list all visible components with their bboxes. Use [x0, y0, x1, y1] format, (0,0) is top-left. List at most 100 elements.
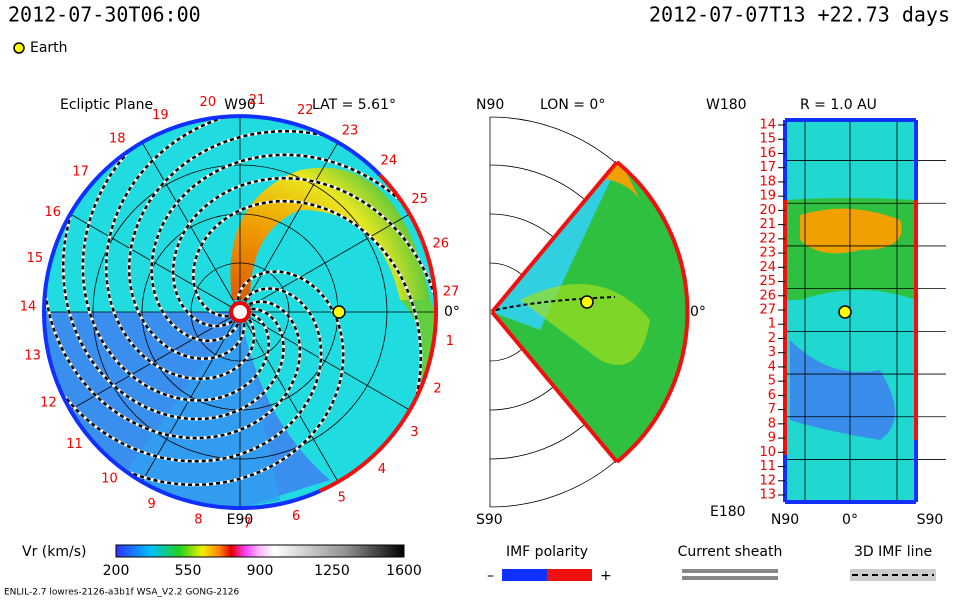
colorbar-tick: 900: [247, 563, 274, 579]
imf-line: [52, 287, 323, 463]
row-label: 22: [759, 231, 776, 246]
axis-label: S90: [476, 512, 503, 528]
sector-label: 16: [44, 205, 61, 220]
colorbar-ticks: 200 550 900 1250 1600: [103, 563, 422, 579]
row-label: 4: [768, 359, 776, 374]
axis-label: E180: [710, 504, 746, 520]
boundary-red: [319, 173, 438, 493]
row-label: 18: [759, 174, 776, 189]
sector-label: 17: [72, 165, 89, 180]
sector-label: 10: [101, 472, 118, 487]
sector-label: 23: [342, 123, 359, 138]
row-label: 1: [768, 317, 776, 332]
sheath-title: Current sheath: [678, 544, 783, 560]
imf-line: [113, 270, 345, 487]
axis-label: 0°: [444, 304, 460, 320]
imf-line: [495, 296, 616, 311]
imf-line: [171, 176, 436, 328]
row-label: 6: [768, 388, 776, 403]
boundary-red: [783, 200, 918, 455]
imf-line: [150, 153, 413, 342]
row-label: 16: [759, 146, 776, 161]
row-label: 25: [759, 274, 776, 289]
sector-label: 6: [292, 509, 300, 524]
row-label: 20: [759, 203, 776, 218]
x-label: S90: [917, 512, 944, 528]
boundary-blue: [42, 114, 382, 313]
imf-lines: [44, 116, 436, 487]
imf-line-title: 3D IMF line: [854, 544, 932, 560]
axis-label: W90: [224, 97, 256, 113]
colorbar-title: Vr (km/s): [22, 544, 86, 560]
row-label: 14: [759, 118, 776, 133]
sector-label: 1: [446, 334, 454, 349]
imf-line: [127, 129, 339, 360]
sector-label: 22: [297, 103, 314, 118]
radial-line: [239, 213, 410, 313]
lat-label: LAT = 5.61°: [312, 97, 396, 113]
sector-label: 4: [378, 462, 386, 477]
imf-title: IMF polarity: [506, 544, 588, 560]
row-label: 13: [759, 488, 776, 503]
sector-label: 3: [410, 425, 418, 440]
imf-plus: +: [600, 568, 612, 584]
radial-line: [141, 142, 241, 313]
imf-line: [44, 279, 302, 440]
row-label: 17: [759, 160, 776, 175]
axis-label: E90: [227, 512, 254, 528]
imf-positive: [547, 569, 592, 581]
imf-line: [104, 116, 256, 381]
row-label: 19: [759, 189, 776, 204]
x-labels: N90 0° S90: [771, 512, 944, 528]
radial-line: [70, 213, 241, 313]
axis-label: N90: [476, 97, 504, 113]
sector-label: 20: [200, 95, 217, 110]
lon-label: LON = 0°: [540, 97, 605, 113]
colorbar-tick: 1600: [386, 563, 422, 579]
colorbar: [115, 544, 405, 558]
sector-label: 11: [66, 437, 83, 452]
earth: [580, 295, 594, 309]
row-label: 11: [759, 459, 776, 474]
earth: [332, 305, 346, 319]
sector-label: 8: [194, 512, 202, 527]
x-label: N90: [771, 512, 799, 528]
axis-label: 0°: [690, 304, 706, 320]
run-time: 2012-07-07T13 +22.73 days: [649, 3, 950, 27]
row-label: 3: [768, 345, 776, 360]
row-labels: 1415161718192021222324252627123456789101…: [759, 118, 785, 503]
earth-legend: Earth: [30, 40, 68, 56]
axis-label: W180: [706, 97, 747, 113]
row-label: 27: [759, 303, 776, 318]
row-label: 10: [759, 445, 776, 460]
sector-label: 25: [411, 192, 428, 207]
sector-label: 2: [433, 382, 441, 397]
sector-label: 24: [381, 154, 398, 169]
earth-icon: [13, 42, 25, 54]
boundary-blue: [42, 311, 321, 511]
imf-negative: [502, 569, 547, 581]
row-label: 23: [759, 246, 776, 261]
sector-label: 15: [27, 251, 44, 266]
x-label: 0°: [842, 512, 858, 528]
colorbar-tick: 550: [175, 563, 202, 579]
earth: [838, 305, 852, 319]
colorbar-tick: 200: [103, 563, 130, 579]
row-label: 8: [768, 416, 776, 431]
imf-minus: –: [487, 568, 494, 584]
radial-line: [239, 311, 410, 411]
sector-label: 19: [152, 108, 169, 123]
row-label: 2: [768, 331, 776, 346]
timestamp: 2012-07-30T06:00: [8, 3, 201, 27]
panel-title: Ecliptic Plane: [60, 97, 153, 113]
radius-label: R = 1.0 AU: [800, 97, 877, 113]
radial-line: [239, 142, 339, 313]
row-label: 24: [759, 260, 776, 275]
imf-line: [81, 139, 270, 402]
sector-label: 21: [249, 93, 266, 108]
imf-line: [61, 198, 285, 421]
sector-label: 27: [443, 284, 460, 299]
row-label: 7: [768, 402, 776, 417]
row-label: 26: [759, 288, 776, 303]
